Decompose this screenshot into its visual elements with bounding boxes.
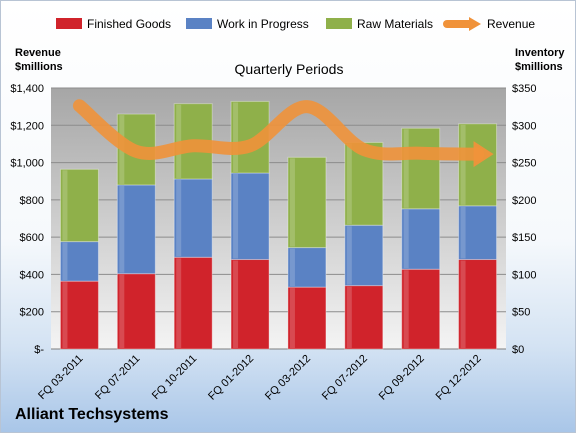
revenue-arrowhead — [473, 141, 494, 168]
bar-segment — [401, 208, 441, 270]
right-tick-label: $250 — [512, 158, 536, 170]
left-axis-title-line2: $millions — [15, 61, 63, 73]
right-axis-ticks: $0 $50 $100 $150 $200 $250 $300 $350 — [512, 83, 536, 356]
legend-label: Work in Progress — [217, 17, 309, 31]
left-axis-title: Revenue $millions — [15, 46, 63, 74]
bar-segment — [401, 268, 441, 350]
bar-segment — [116, 184, 156, 275]
bar-highlight — [62, 282, 68, 348]
bar-highlight — [176, 179, 182, 257]
x-tick-label: FQ 03-2012 — [263, 353, 313, 403]
bar-highlight — [176, 258, 182, 348]
x-tick-label: FQ 12-2012 — [434, 353, 484, 403]
x-tick-label: FQ 07-2012 — [320, 353, 370, 403]
bar-highlight — [233, 102, 239, 173]
legend: Finished Goods Work in Progress Raw Materi… — [56, 17, 535, 31]
bar-highlight — [289, 158, 295, 247]
bar-segment — [287, 156, 327, 249]
x-tick-label: FQ 03-2011 — [36, 353, 85, 402]
bar-highlight — [289, 248, 295, 287]
bar-highlight — [62, 242, 68, 281]
right-axis-title-line2: $millions — [515, 61, 563, 73]
bar-segment — [59, 241, 99, 282]
legend-label: Raw Materials — [357, 17, 433, 31]
bar-highlight — [233, 174, 239, 259]
bar-highlight — [403, 129, 409, 208]
bar-segment — [173, 256, 213, 350]
bar-highlight — [460, 260, 466, 348]
right-tick-label: $300 — [512, 120, 536, 132]
x-tick-label: FQ 07-2011 — [93, 353, 142, 402]
right-axis-title: Inventory $millions — [515, 46, 565, 74]
bar-highlight — [289, 288, 295, 348]
right-tick-label: $50 — [512, 307, 530, 319]
bar-segment — [287, 286, 327, 350]
bar-segment — [458, 205, 498, 261]
right-tick-label: $150 — [512, 232, 536, 244]
bar-segment — [458, 123, 498, 207]
legend-swatch — [56, 18, 82, 29]
left-tick-label: $1,200 — [10, 120, 44, 132]
bar-segment — [59, 168, 99, 243]
left-tick-label: $1,400 — [10, 83, 44, 95]
right-tick-label: $350 — [512, 83, 536, 95]
bar-highlight — [346, 286, 352, 348]
chart-title: Quarterly Periods — [234, 61, 344, 77]
legend-label: Revenue — [487, 17, 535, 31]
right-tick-label: $200 — [512, 195, 536, 207]
left-tick-label: $800 — [20, 195, 44, 207]
left-tick-label: $1,000 — [10, 158, 44, 170]
left-axis-title-line1: Revenue — [15, 47, 61, 59]
legend-swatch — [186, 18, 212, 29]
legend-swatch — [326, 18, 352, 29]
left-axis-ticks: $- $200 $400 $600 $800 $1,000 $1,200 $1,400 — [10, 83, 44, 356]
bar-highlight — [460, 124, 466, 205]
right-axis-title-line1: Inventory — [515, 47, 565, 59]
right-tick-label: $100 — [512, 269, 536, 281]
bar-highlight — [403, 270, 409, 348]
bar-highlight — [403, 209, 409, 269]
bar-highlight — [62, 170, 68, 241]
right-tick-label: $0 — [512, 344, 524, 356]
bar-highlight — [346, 143, 352, 225]
bar-highlight — [119, 185, 125, 273]
bar-segment — [116, 273, 156, 350]
bar-segment — [344, 224, 384, 287]
company-name: Alliant Techsystems — [15, 406, 169, 423]
legend-arrow-swatch — [469, 17, 481, 31]
bar-highlight — [119, 274, 125, 348]
legend-label: Finished Goods — [87, 17, 171, 31]
x-tick-label: FQ 01-2012 — [206, 353, 256, 403]
revenue-line-group — [72, 99, 494, 168]
revenue-line — [72, 99, 485, 161]
bar-segment — [344, 285, 384, 350]
left-tick-label: $400 — [20, 269, 44, 281]
bar-highlight — [233, 260, 239, 348]
bar-highlight — [460, 206, 466, 259]
left-tick-label: $600 — [20, 232, 44, 244]
bar-highlight — [346, 226, 352, 285]
bar-segment — [173, 178, 213, 258]
left-tick-label: $- — [34, 344, 44, 356]
bar-segment — [287, 247, 327, 288]
left-tick-label: $200 — [20, 307, 44, 319]
bar-segment — [401, 127, 441, 210]
x-axis-ticks: FQ 03-2011 FQ 07-2011 FQ 10-2011 FQ 01-2012… — [36, 353, 484, 403]
x-tick-label: FQ 10-2011 — [150, 353, 199, 402]
bar-segment — [230, 259, 270, 350]
bar-highlight — [176, 104, 182, 178]
x-tick-label: FQ 09-2012 — [377, 353, 427, 403]
